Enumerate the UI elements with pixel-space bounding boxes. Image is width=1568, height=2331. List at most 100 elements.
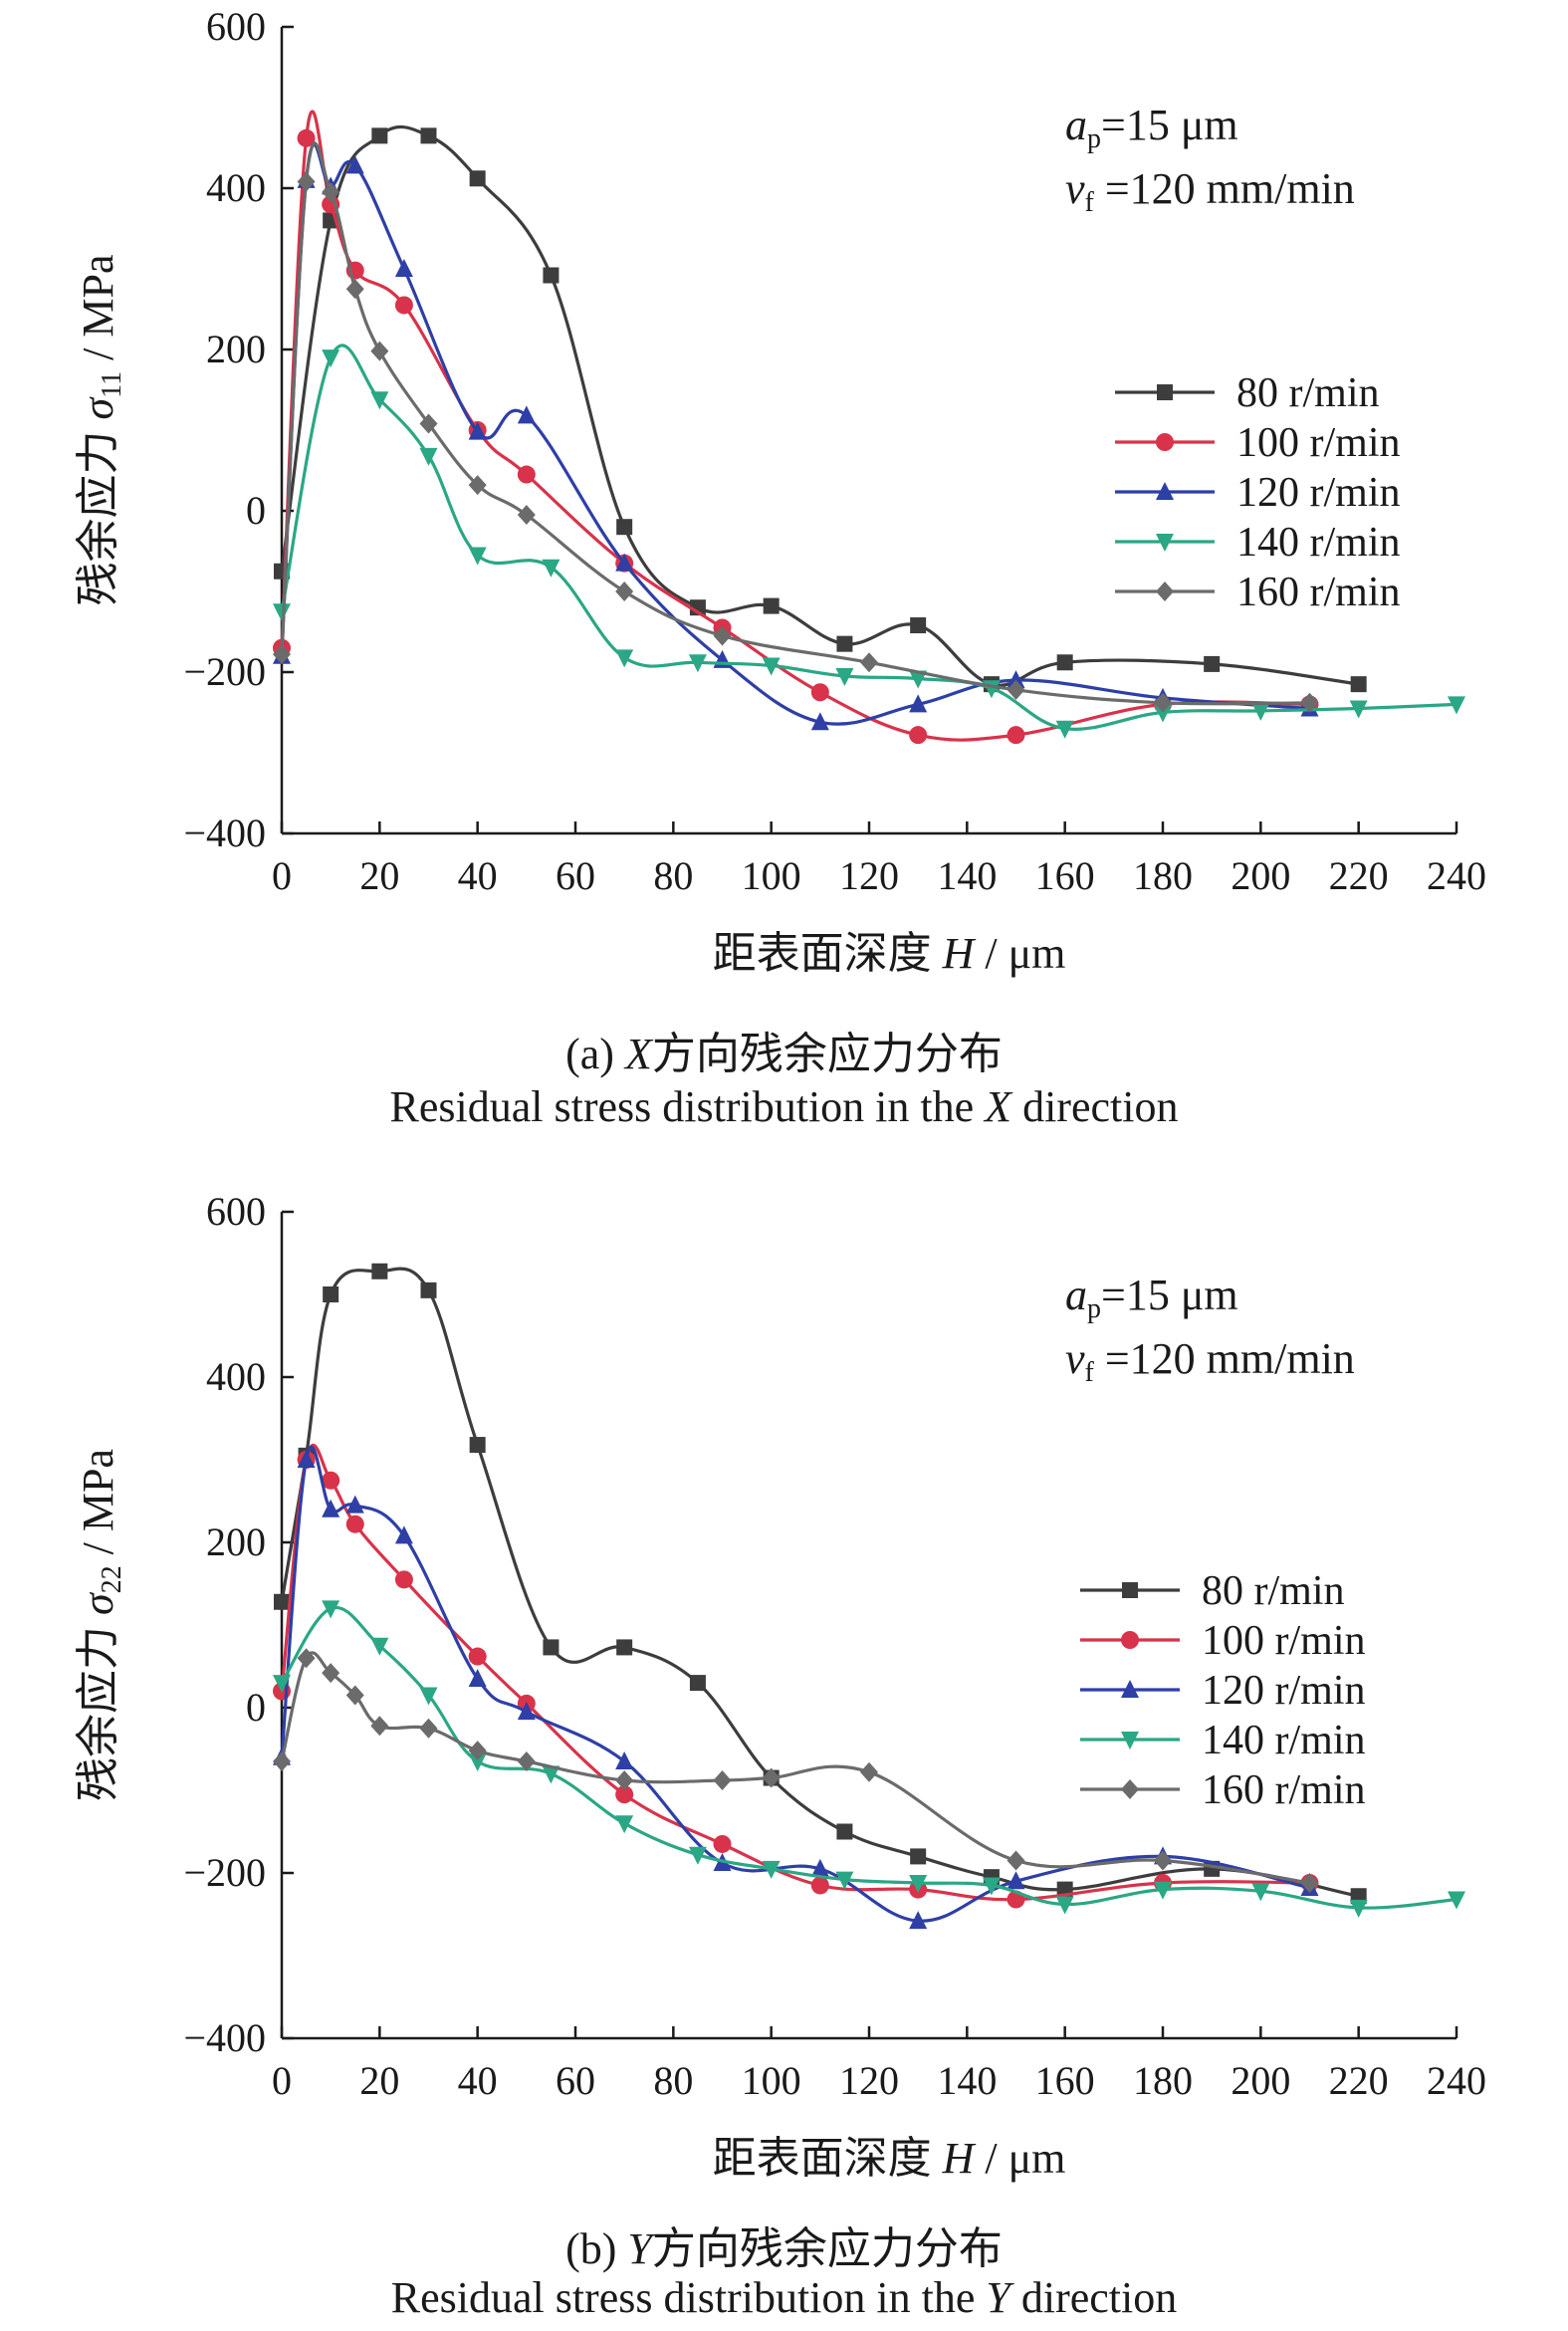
data-point <box>1154 1850 1172 1871</box>
caption-b-en-text: Residual stress distribution in the <box>390 2273 976 2322</box>
data-point <box>1154 704 1172 723</box>
data-point <box>982 1877 1001 1896</box>
data-point <box>615 1815 634 1834</box>
data-point <box>616 1639 633 1656</box>
y-tick-label: −400 <box>183 811 266 855</box>
chart-panel-b: −400 −200 0 200 400 600 0 20 40 60 80 100 120 140 160 1… <box>0 1185 1568 2330</box>
data-point <box>763 597 780 614</box>
x-tick-label: 120 <box>839 2058 899 2103</box>
data-point <box>860 652 878 673</box>
data-point <box>1055 1896 1074 1915</box>
data-point <box>1251 1883 1270 1902</box>
y-axis-title: 残余应力 σ11 / MPa <box>74 254 127 605</box>
data-point <box>468 1647 487 1666</box>
data-point <box>323 1286 339 1302</box>
legend-marker <box>1156 482 1174 500</box>
series-line <box>280 1651 1310 1885</box>
data-point <box>345 1495 364 1514</box>
data-point <box>273 644 291 665</box>
x-tick-label: 140 <box>937 2058 997 2103</box>
y-tick-label: 0 <box>246 488 266 533</box>
data-point <box>468 547 487 566</box>
data-point <box>273 1675 291 1694</box>
caption-a-en: Residual stress distribution in the X di… <box>0 1081 1568 1132</box>
caption-b-en: Residual stress distribution in the Y di… <box>0 2272 1568 2323</box>
data-point <box>468 475 487 496</box>
y-tick-label: 200 <box>206 1519 266 1564</box>
data-point <box>1055 720 1074 739</box>
x-tick-label: 120 <box>839 853 899 898</box>
data-point <box>1007 1850 1025 1871</box>
data-point <box>517 465 536 484</box>
chart-b-svg: −400 −200 0 200 400 600 0 20 40 60 80 100 120 140 160 1… <box>74 1189 1486 2183</box>
x-tick-label: 240 <box>1427 2058 1486 2103</box>
data-point <box>419 413 438 434</box>
legend-marker <box>1122 1582 1138 1598</box>
data-point <box>1204 655 1221 672</box>
data-point <box>322 350 340 368</box>
data-point <box>517 1702 536 1721</box>
data-point <box>542 559 560 578</box>
legend-marker <box>1121 1732 1139 1749</box>
data-point <box>322 182 340 203</box>
annotation-ap: ap=15 μm <box>1065 101 1238 154</box>
caption-b-en-var: Y <box>986 2273 1010 2322</box>
data-point <box>297 171 316 192</box>
data-point <box>345 1515 364 1533</box>
annotation-vf: vf =120 mm/min <box>1065 1334 1355 1388</box>
legend-label: 140 r/min <box>1236 520 1401 566</box>
data-point <box>1300 692 1319 713</box>
data-point <box>322 1600 340 1619</box>
series-line <box>280 1445 1310 1923</box>
caption-b-cn: (b) Y方向残余应力分布 <box>0 2213 1568 2276</box>
series-b-3 <box>273 1600 1465 1918</box>
data-point <box>468 421 487 440</box>
data-point <box>543 1639 560 1656</box>
data-point <box>1007 670 1025 689</box>
data-point <box>1007 679 1025 700</box>
series-line <box>280 1443 1310 1902</box>
x-tick-label: 180 <box>1133 853 1193 898</box>
data-point <box>762 657 781 676</box>
x-tick-label: 160 <box>1035 2058 1095 2103</box>
series-b-1 <box>273 1443 1319 1909</box>
data-point <box>910 1848 927 1865</box>
data-point <box>1349 700 1368 719</box>
data-point <box>1007 1871 1025 1890</box>
data-point <box>394 1525 413 1544</box>
legend-label: 80 r/min <box>1202 1568 1345 1614</box>
data-point <box>469 1437 486 1454</box>
data-point <box>909 1911 928 1930</box>
data-point <box>713 1770 732 1791</box>
legend-label: 140 r/min <box>1202 1718 1366 1763</box>
caption-a-text: 方向残余应力分布 <box>651 1030 1003 1078</box>
x-tick-label: 20 <box>359 2058 399 2103</box>
data-point <box>297 128 316 147</box>
x-axis-title: 距表面深度 H / μm <box>713 2134 1066 2183</box>
data-point <box>835 668 854 687</box>
legend-marker <box>1121 1680 1139 1698</box>
x-tick-label: 160 <box>1035 853 1095 898</box>
data-point <box>810 712 829 731</box>
y-tick-label: 200 <box>206 327 266 371</box>
data-point <box>1251 702 1270 721</box>
x-tick-label: 20 <box>359 853 399 898</box>
data-point <box>909 726 928 745</box>
chart-panel-a: −400 −200 0 200 400 600 0 20 40 60 80 100 120 140 160 1… <box>0 4 1568 1132</box>
legend-marker <box>1157 384 1173 400</box>
x-tick-label: 40 <box>458 853 498 898</box>
data-point <box>860 1761 878 1782</box>
y-tick-label: 400 <box>206 165 266 210</box>
legend-marker <box>1156 433 1174 451</box>
data-point <box>762 1860 781 1879</box>
data-point <box>345 1685 364 1706</box>
data-point <box>370 1716 389 1737</box>
y-tick-label: 0 <box>246 1685 266 1730</box>
data-point <box>273 1750 291 1771</box>
data-point <box>909 694 928 713</box>
x-tick-label: 100 <box>742 853 801 898</box>
data-point <box>615 1785 634 1804</box>
data-point <box>322 1663 340 1684</box>
data-point <box>468 1752 487 1771</box>
